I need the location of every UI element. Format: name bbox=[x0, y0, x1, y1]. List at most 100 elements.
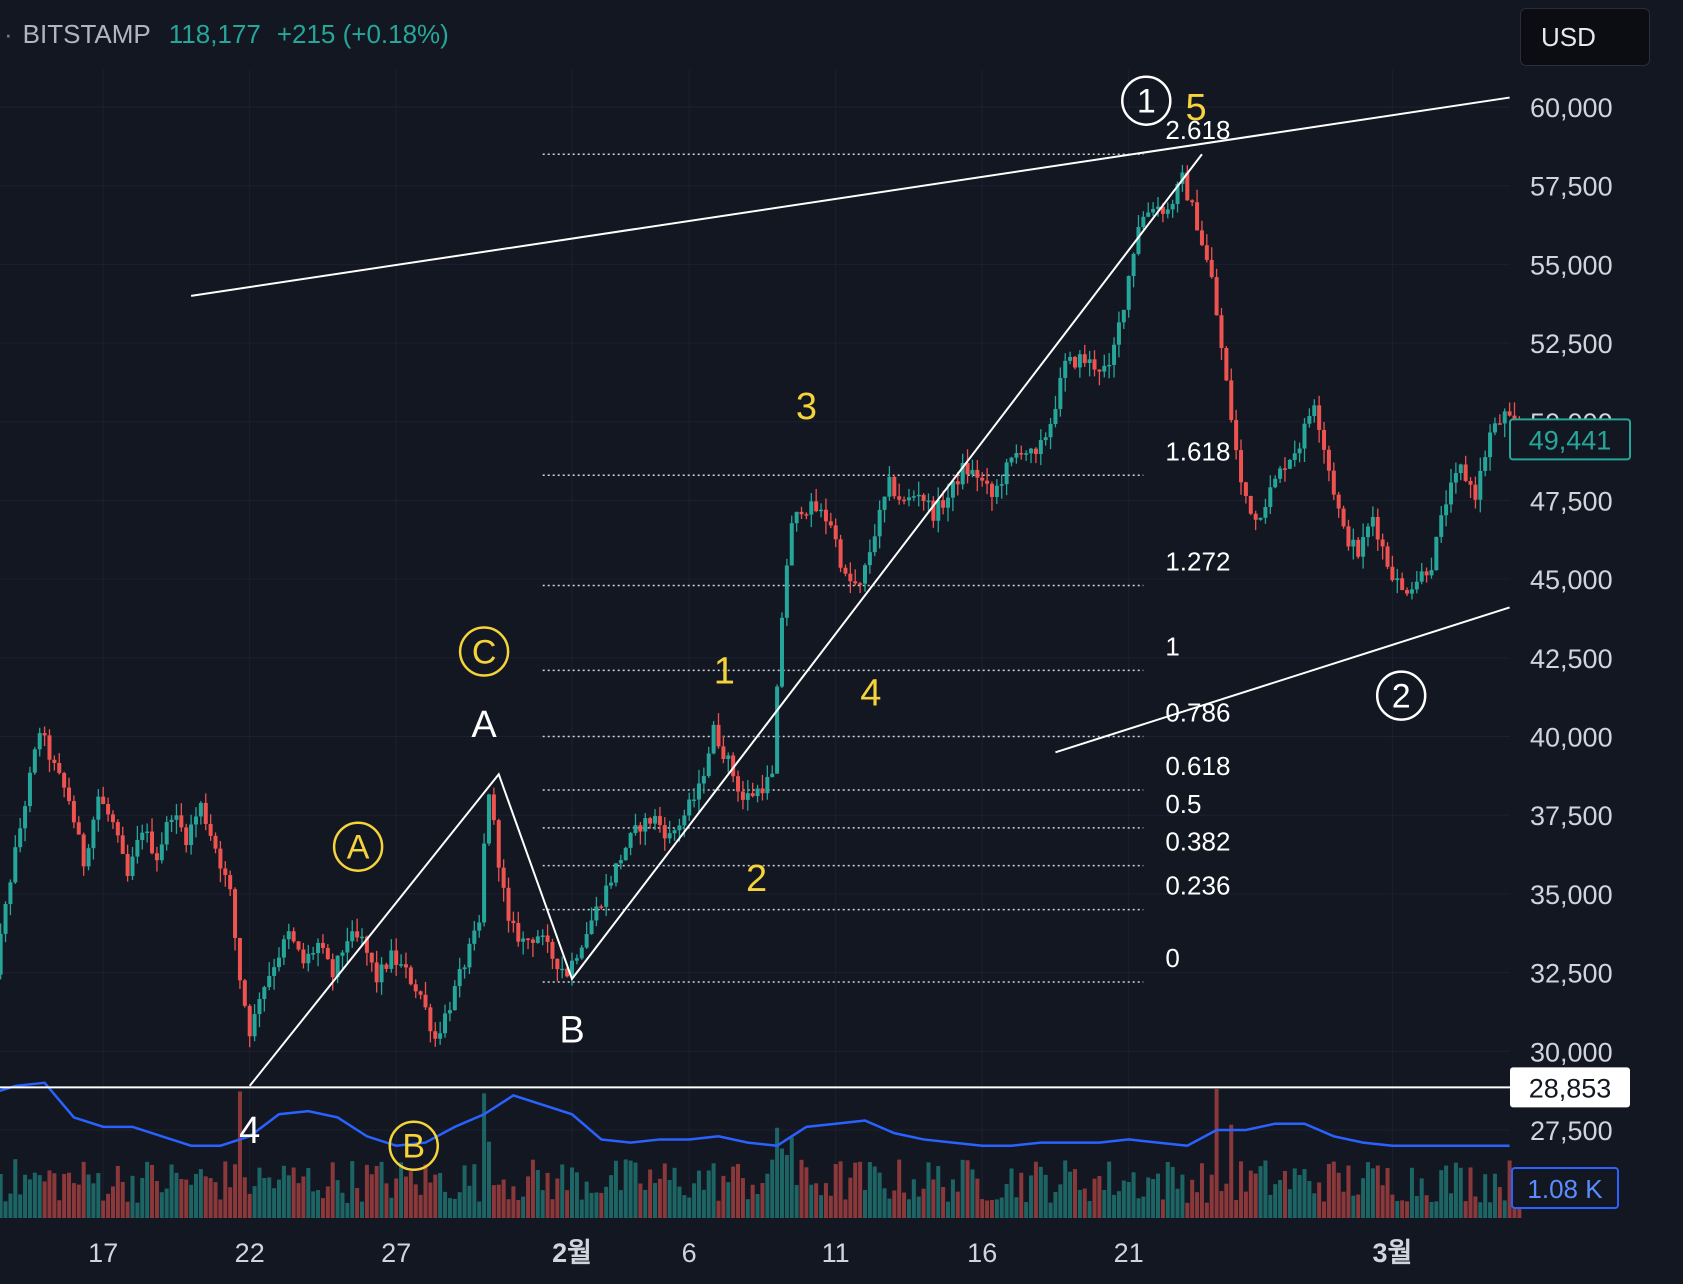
candle-body bbox=[745, 793, 750, 800]
volume-bar bbox=[472, 1164, 477, 1218]
candle-body bbox=[482, 843, 487, 923]
candle-body bbox=[1444, 504, 1449, 516]
candle-body bbox=[242, 980, 247, 1006]
candle-body bbox=[833, 525, 838, 540]
volume-bar bbox=[1014, 1197, 1019, 1218]
candle-body bbox=[950, 481, 955, 498]
time-tick-label: 6 bbox=[682, 1238, 697, 1268]
volume-bar bbox=[1107, 1161, 1112, 1218]
candle-body bbox=[506, 887, 511, 921]
candle-body bbox=[213, 835, 218, 849]
time-tick-label: 11 bbox=[822, 1238, 850, 1268]
candle-body bbox=[1009, 457, 1014, 463]
candle-body bbox=[228, 875, 233, 890]
candle-body bbox=[760, 788, 765, 794]
volume-bar bbox=[555, 1178, 560, 1218]
candle-body bbox=[931, 500, 936, 521]
volume-bar bbox=[706, 1170, 711, 1218]
volume-bar bbox=[1185, 1202, 1190, 1218]
volume-bar bbox=[589, 1192, 594, 1218]
volume-bar bbox=[750, 1184, 755, 1218]
volume-bar bbox=[530, 1159, 535, 1218]
candle-body bbox=[765, 776, 770, 794]
volume-bar bbox=[545, 1172, 550, 1218]
volume-bar bbox=[667, 1180, 672, 1218]
volume-bar bbox=[184, 1179, 189, 1218]
volume-bar bbox=[1282, 1171, 1287, 1218]
volume-bar bbox=[1053, 1192, 1058, 1218]
volume-bar bbox=[106, 1193, 111, 1218]
volume-bar bbox=[579, 1199, 584, 1218]
volume-bar bbox=[657, 1178, 662, 1218]
volume-bar bbox=[1419, 1178, 1424, 1218]
volume-bar bbox=[716, 1200, 721, 1218]
volume-bar bbox=[447, 1198, 452, 1218]
candle-body bbox=[1453, 473, 1458, 483]
price-tick-label: 35,000 bbox=[1530, 880, 1613, 910]
volume-bar bbox=[692, 1183, 697, 1218]
candle-body bbox=[379, 964, 384, 983]
volume-bar bbox=[355, 1188, 360, 1218]
volume-bar bbox=[819, 1195, 824, 1218]
candle-body bbox=[462, 967, 467, 970]
volume-bar bbox=[1126, 1182, 1131, 1218]
candle-body bbox=[1024, 453, 1029, 455]
candle-body bbox=[408, 967, 413, 985]
volume-bar bbox=[863, 1190, 867, 1218]
candle-body bbox=[643, 818, 648, 832]
candle-body bbox=[1292, 453, 1297, 460]
candle-body bbox=[706, 753, 711, 777]
candle-body bbox=[1077, 354, 1082, 368]
current-price-label: 49,441 bbox=[1529, 425, 1612, 455]
candle-body bbox=[452, 986, 457, 1011]
candle-body bbox=[897, 496, 902, 500]
volume-bar bbox=[208, 1178, 213, 1218]
currency-button[interactable]: USD bbox=[1520, 8, 1650, 66]
volume-bar bbox=[623, 1159, 628, 1218]
candle-body bbox=[501, 867, 506, 888]
wave-label: 1 bbox=[1137, 83, 1156, 121]
volume-bar bbox=[1151, 1179, 1156, 1218]
volume-bar bbox=[985, 1200, 990, 1218]
volume-bar bbox=[560, 1164, 565, 1218]
candle-body bbox=[477, 922, 482, 931]
volume-bar bbox=[1356, 1194, 1361, 1218]
candle-body bbox=[750, 793, 755, 797]
candle-body bbox=[1419, 571, 1424, 582]
candle-body bbox=[965, 462, 970, 475]
volume-bar bbox=[1405, 1201, 1410, 1218]
wave-label: 4 bbox=[239, 1110, 260, 1152]
candle-body bbox=[18, 828, 23, 848]
candle-body bbox=[1156, 206, 1160, 209]
volume-bar bbox=[330, 1162, 335, 1218]
volume-bar bbox=[1341, 1191, 1346, 1218]
volume-bar bbox=[916, 1196, 921, 1218]
candle-body bbox=[848, 573, 853, 582]
volume-bar bbox=[736, 1163, 741, 1218]
volume-bar bbox=[1385, 1167, 1390, 1218]
exchange-name[interactable]: BITSTAMP bbox=[22, 18, 151, 49]
candle-body bbox=[257, 999, 262, 1015]
volume-bar bbox=[1370, 1168, 1375, 1218]
candle-body bbox=[1449, 482, 1453, 505]
volume-bar bbox=[501, 1179, 506, 1218]
volume-bar bbox=[1009, 1168, 1014, 1218]
volume-bar bbox=[1424, 1195, 1429, 1218]
candle-body bbox=[819, 509, 824, 512]
candle-body bbox=[145, 831, 150, 834]
volume-bar bbox=[1390, 1194, 1395, 1218]
volume-bar bbox=[1253, 1173, 1258, 1218]
volume-bar bbox=[726, 1182, 731, 1218]
volume-bar bbox=[403, 1176, 408, 1218]
volume-bar bbox=[570, 1167, 574, 1218]
candle-body bbox=[223, 868, 228, 876]
candle-body bbox=[330, 959, 335, 978]
candle-body bbox=[496, 820, 501, 868]
candle-body bbox=[613, 863, 618, 883]
candle-body bbox=[540, 935, 545, 938]
volume-bar bbox=[1156, 1173, 1160, 1218]
candle-body bbox=[1033, 448, 1038, 455]
candle-body bbox=[189, 824, 194, 846]
fib-level-label: 0.236 bbox=[1165, 871, 1230, 901]
